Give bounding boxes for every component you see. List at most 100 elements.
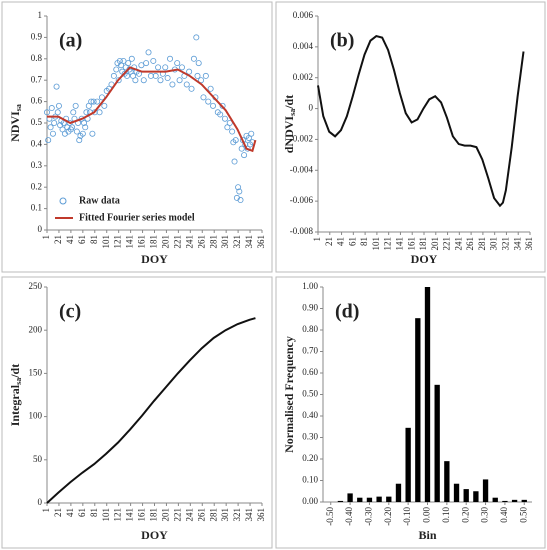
- y-axis-title-part: dNDVI: [282, 116, 296, 154]
- data-point: [237, 197, 244, 204]
- data-point: [138, 62, 145, 69]
- x-tick-label: 281: [477, 237, 487, 251]
- data-point: [186, 68, 193, 75]
- data-point: [232, 137, 239, 144]
- x-tick-label: 221: [442, 237, 452, 251]
- x-tick-label: -0.20: [383, 507, 393, 526]
- y-tick-label: 0: [309, 103, 314, 113]
- x-tick-label: 221: [172, 508, 182, 522]
- y-tick-label: 0.50: [302, 389, 318, 399]
- bar: [395, 483, 402, 502]
- data-point: [110, 72, 117, 79]
- x-tick-label: 0.10: [441, 507, 451, 523]
- data-point: [55, 102, 62, 109]
- data-point: [48, 105, 55, 112]
- y-axis-title-part: sa: [288, 109, 297, 116]
- y-tick-label: -0.002: [290, 133, 313, 143]
- data-point: [81, 120, 88, 127]
- data-point: [115, 77, 122, 84]
- x-tick-label: 1: [41, 508, 51, 513]
- x-tick-label: 101: [101, 508, 111, 522]
- data-line: [46, 317, 256, 504]
- data-point: [72, 102, 79, 109]
- y-axis-title-part: /dt: [8, 364, 22, 379]
- y-tick-label: 0.20: [302, 453, 318, 463]
- x-tick-label: 81: [89, 508, 99, 517]
- bar: [444, 461, 450, 502]
- x-tick-label: 41: [65, 235, 75, 244]
- data-point: [124, 72, 131, 79]
- x-tick-label: 81: [359, 237, 369, 246]
- bar: [357, 497, 363, 502]
- x-tick-label: 141: [125, 508, 135, 522]
- bar: [337, 500, 344, 502]
- x-tick-label: 321: [232, 235, 242, 249]
- bar: [366, 497, 373, 502]
- x-tick-label: 181: [149, 508, 159, 522]
- x-tick-label: 121: [113, 508, 123, 522]
- x-tick-label: 201: [161, 235, 171, 249]
- y-axis-title-part: /dt: [282, 95, 296, 110]
- bar: [473, 491, 479, 502]
- x-tick-label: 161: [137, 508, 147, 522]
- x-tick-label: 141: [125, 235, 135, 249]
- y-tick-label: 0: [38, 224, 43, 234]
- panel-label: (a): [59, 30, 82, 52]
- x-tick-label: 21: [53, 508, 63, 517]
- bar: [415, 318, 421, 502]
- data-point: [89, 130, 96, 137]
- data-point: [176, 77, 183, 84]
- data-point: [219, 102, 226, 109]
- y-tick-label: 0.40: [302, 410, 318, 420]
- y-tick-label: 0.006: [293, 10, 314, 20]
- x-tick-label: 141: [395, 237, 405, 251]
- x-tick-label: 61: [77, 235, 87, 244]
- bar: [434, 384, 440, 502]
- data-point: [205, 98, 212, 105]
- x-tick-label: 261: [196, 508, 206, 522]
- data-point: [143, 60, 150, 67]
- y-tick-label: 0.80: [302, 324, 318, 334]
- x-tick-label: 201: [161, 508, 171, 522]
- data-point: [98, 94, 105, 101]
- y-tick-label: 0.30: [302, 432, 318, 442]
- legend-marker: [59, 197, 67, 205]
- y-tick-label: -0.008: [290, 226, 314, 236]
- data-point: [221, 115, 228, 122]
- x-tick-label: 41: [336, 237, 346, 246]
- data-point: [229, 128, 236, 135]
- data-point: [193, 34, 200, 41]
- x-tick-label: 0.50: [518, 507, 528, 523]
- x-tick-label: 101: [371, 237, 381, 251]
- bar: [453, 483, 460, 502]
- y-tick-label: 0.6: [31, 96, 43, 106]
- data-point: [90, 98, 97, 105]
- bar: [502, 500, 508, 502]
- x-axis-title: DOY: [141, 252, 168, 266]
- x-tick-label: 321: [232, 508, 242, 522]
- x-tick-label: 0.00: [422, 507, 432, 523]
- data-point: [82, 124, 89, 131]
- y-tick-label: 0.004: [293, 41, 314, 51]
- data-point: [145, 49, 152, 56]
- data-point: [69, 124, 76, 131]
- x-tick-label: 101: [101, 235, 111, 249]
- data-point: [174, 60, 181, 67]
- y-tick-label: -0.004: [290, 164, 314, 174]
- x-tick-label: 221: [172, 235, 182, 249]
- bar: [386, 496, 392, 502]
- y-tick-label: 150: [29, 367, 43, 377]
- y-axis-title-part: Normalised Frequency: [282, 336, 296, 453]
- x-tick-label: 261: [196, 235, 206, 249]
- bar: [521, 499, 527, 502]
- data-point: [162, 64, 169, 71]
- data-point: [132, 77, 139, 84]
- data-point: [44, 109, 51, 116]
- data-point: [150, 57, 157, 64]
- y-tick-label: 0.8: [31, 53, 43, 63]
- panel-border: [275, 276, 546, 549]
- panel-label: (c): [59, 301, 81, 323]
- data-line: [317, 34, 525, 208]
- x-tick-label: -0.50: [325, 507, 335, 526]
- y-axis-title-part: NDVI: [8, 111, 22, 142]
